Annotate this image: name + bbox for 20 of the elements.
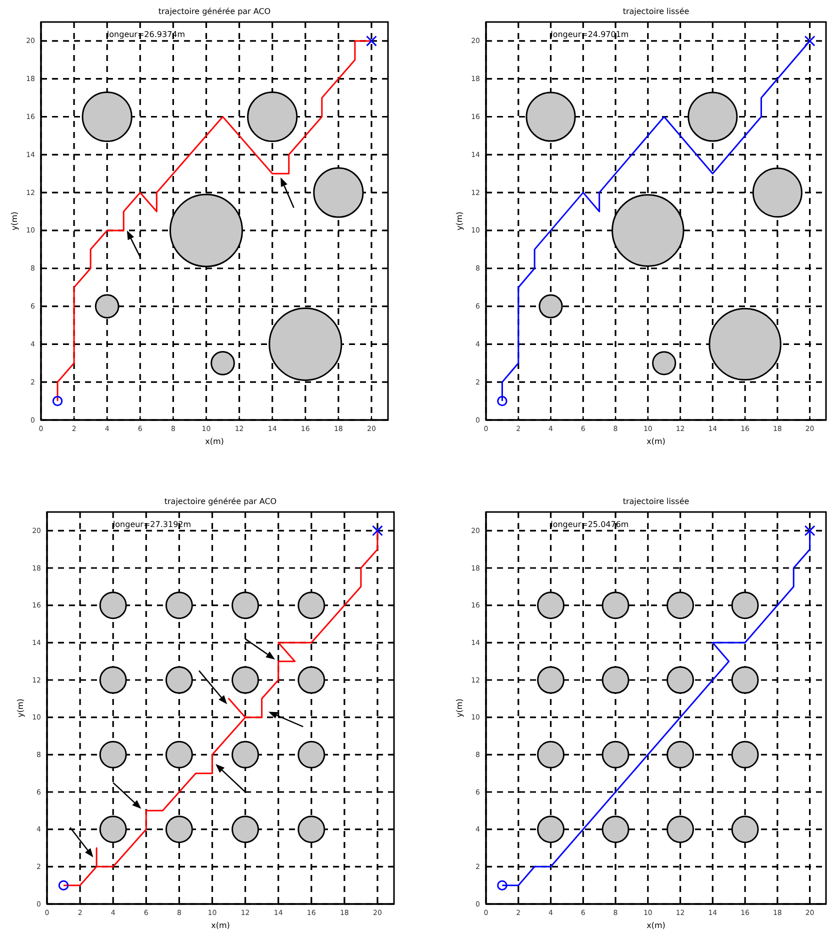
chart-title: trajectoire lissée <box>622 7 690 16</box>
line-series <box>501 530 811 886</box>
y-axis-title: y(m) <box>16 698 25 718</box>
x-axis-title: x(m) <box>646 921 666 930</box>
annotation: longeur=25.0476m <box>550 520 629 529</box>
y-axis-title: y(m) <box>455 698 464 718</box>
line-series <box>62 530 378 886</box>
line-series <box>501 40 811 402</box>
x-axis-title: x(m) <box>205 437 224 446</box>
line-series <box>56 40 372 402</box>
chart-title: trajectoire lissée <box>622 497 690 506</box>
chart-title: trajectoire générée par ACO <box>158 7 271 16</box>
chart-title: trajectoire générée par ACO <box>164 497 277 506</box>
annotation: longeur=26.9374m <box>106 30 186 39</box>
annotation: longeur=27.3192m <box>112 520 192 529</box>
annotation: longeur=24.9701m <box>550 30 629 39</box>
x-axis-title: x(m) <box>211 921 230 930</box>
y-axis-title: y(m) <box>10 212 19 230</box>
y-axis-title: y(m) <box>455 212 464 230</box>
x-axis-title: x(m) <box>646 437 666 446</box>
